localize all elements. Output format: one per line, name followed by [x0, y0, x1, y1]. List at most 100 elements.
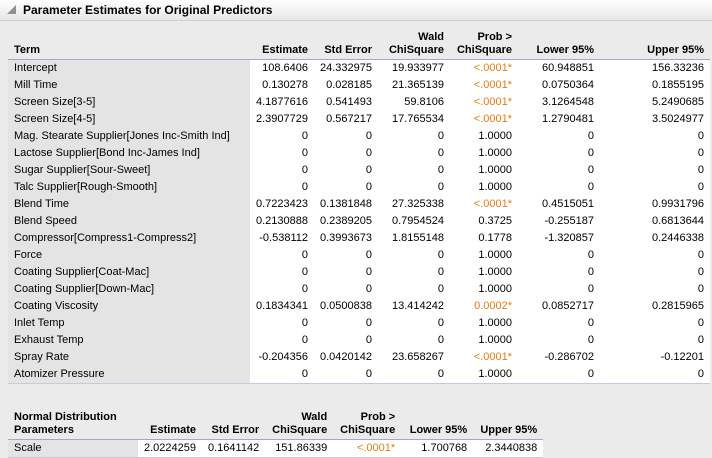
term-cell: Mag. Stearate Supplier[Jones Inc-Smith I… — [8, 128, 250, 145]
outline-header[interactable]: Parameter Estimates for Original Predict… — [0, 0, 712, 21]
wald-chisquare-cell: 17.765534 — [378, 111, 450, 128]
wald-chisquare-cell: 13.414242 — [378, 298, 450, 315]
report-title: Parameter Estimates for Original Predict… — [23, 3, 273, 17]
std-error-cell: 0 — [314, 332, 378, 349]
lower-95-cell: 1.700768 — [401, 439, 474, 458]
wald-chisquare-cell: 19.933977 — [378, 59, 450, 77]
term-cell: Sugar Supplier[Sour-Sweet] — [8, 162, 250, 179]
term-cell: Screen Size[3-5] — [8, 94, 250, 111]
table-row: Screen Size[3-5] 4.1877616 0.541493 59.8106… — [8, 94, 710, 111]
table-row: Compressor[Compress1-Compress2] -0.538112… — [8, 230, 710, 247]
table-row: Sugar Supplier[Sour-Sweet] 0 0 0 1.0000 0 0 — [8, 162, 710, 179]
estimate-cell: 0 — [250, 247, 314, 264]
wald-chisquare-cell: 0 — [378, 128, 450, 145]
upper-95-cell: 0 — [600, 128, 710, 145]
std-error-cell: 0 — [314, 366, 378, 384]
wald-chisquare-cell: 1.8155148 — [378, 230, 450, 247]
estimate-cell: -0.538112 — [250, 230, 314, 247]
term-cell: Coating Viscosity — [8, 298, 250, 315]
upper-95-cell: 0 — [600, 332, 710, 349]
table-row: Mag. Stearate Supplier[Jones Inc-Smith I… — [8, 128, 710, 145]
disclosure-triangle-icon[interactable] — [7, 5, 16, 14]
col-header-wald-line1: Wald — [301, 411, 328, 423]
estimate-cell: 4.1877616 — [250, 94, 314, 111]
lower-95-cell: -0.255187 — [518, 213, 600, 230]
estimate-cell: 0 — [250, 315, 314, 332]
lower-95-cell: 0 — [518, 162, 600, 179]
upper-95-cell: 0.9931796 — [600, 196, 710, 213]
upper-95-cell: 0 — [600, 315, 710, 332]
estimate-cell: 0 — [250, 145, 314, 162]
term-cell: Inlet Temp — [8, 315, 250, 332]
upper-95-cell: 0 — [600, 162, 710, 179]
term-cell: Screen Size[4-5] — [8, 111, 250, 128]
wald-chisquare-cell: 0 — [378, 332, 450, 349]
upper-95-cell: 156.33236 — [600, 59, 710, 77]
col-header-normal-distribution-parameters: Normal Distribution Parameters — [8, 410, 138, 440]
estimate-cell: 0 — [250, 332, 314, 349]
term-cell: Atomizer Pressure — [8, 366, 250, 384]
std-error-cell: 0.3993673 — [314, 230, 378, 247]
upper-95-cell: 2.3440838 — [473, 439, 544, 458]
std-error-cell: 0.028185 — [314, 77, 378, 94]
std-error-cell: 0 — [314, 179, 378, 196]
upper-95-cell: 0.1855195 — [600, 77, 710, 94]
table-row: Blend Time 0.7223423 0.1381848 27.325338 <.0… — [8, 196, 710, 213]
col-header-wald-chisquare: Wald ChiSquare — [378, 30, 450, 60]
std-error-cell: 0 — [314, 315, 378, 332]
lower-95-cell: 60.948851 — [518, 59, 600, 77]
upper-95-cell: 0 — [600, 145, 710, 162]
lower-95-cell: 0 — [518, 366, 600, 384]
prob-chisquare-cell: 1.0000 — [450, 281, 518, 298]
prob-chisquare-cell: <.0001* — [450, 111, 518, 128]
estimate-cell: 0.1834341 — [250, 298, 314, 315]
upper-95-cell: 3.5024977 — [600, 111, 710, 128]
upper-95-cell: 0.2815965 — [600, 298, 710, 315]
wald-chisquare-cell: 0.7954524 — [378, 213, 450, 230]
std-error-cell: 0.1381848 — [314, 196, 378, 213]
lower-95-cell: 0 — [518, 281, 600, 298]
std-error-cell: 0 — [314, 247, 378, 264]
prob-chisquare-cell: 0.0002* — [450, 298, 518, 315]
estimate-cell: 2.3907729 — [250, 111, 314, 128]
estimate-cell: 0 — [250, 179, 314, 196]
col-header-std-error: Std Error — [211, 424, 260, 436]
table-row: Screen Size[4-5] 2.3907729 0.567217 17.7655… — [8, 111, 710, 128]
table-row: Intercept 108.6406 24.332975 19.933977 <.000… — [8, 59, 710, 77]
lower-95-cell: 0 — [518, 179, 600, 196]
std-error-cell: 0 — [314, 145, 378, 162]
col-header-upper-95: Upper 95% — [647, 44, 704, 56]
col-header-wald-line1: Wald — [418, 31, 444, 43]
std-error-cell: 0.2389205 — [314, 213, 378, 230]
prob-chisquare-cell: 1.0000 — [450, 315, 518, 332]
estimate-cell: 0.7223423 — [250, 196, 314, 213]
std-error-cell: 0 — [314, 281, 378, 298]
table-row: Inlet Temp 0 0 0 1.0000 0 0 — [8, 315, 710, 332]
term-cell: Coating Supplier[Coat-Mac] — [8, 264, 250, 281]
wald-chisquare-cell: 0 — [378, 162, 450, 179]
lower-95-cell: -1.320857 — [518, 230, 600, 247]
upper-95-cell: 0 — [600, 281, 710, 298]
term-cell: Compressor[Compress1-Compress2] — [8, 230, 250, 247]
scale-table-body: Scale 2.0224259 0.1641142 151.86339 <.0001* 1… — [8, 439, 544, 458]
upper-95-cell: 0.2446338 — [600, 230, 710, 247]
upper-95-cell: 0 — [600, 264, 710, 281]
col-header-ndp-line2: Parameters — [14, 424, 74, 436]
estimate-cell: 0.2130888 — [250, 213, 314, 230]
std-error-cell: 0 — [314, 128, 378, 145]
upper-95-cell: 0 — [600, 247, 710, 264]
normal-distribution-table: Normal Distribution Parameters Estimate … — [8, 410, 544, 458]
table-row: Coating Supplier[Coat-Mac] 0 0 0 1.0000 0 0 — [8, 264, 710, 281]
term-cell: Coating Supplier[Down-Mac] — [8, 281, 250, 298]
header-row: Term Estimate Std Error Wald ChiSquare P… — [8, 30, 710, 60]
lower-95-cell: 0 — [518, 315, 600, 332]
col-header-prob-line2: ChiSquare — [340, 424, 396, 436]
lower-95-cell: 0.0852717 — [518, 298, 600, 315]
prob-chisquare-cell: 1.0000 — [450, 179, 518, 196]
term-cell: Blend Time — [8, 196, 250, 213]
std-error-cell: 0.541493 — [314, 94, 378, 111]
wald-chisquare-cell: 0 — [378, 281, 450, 298]
term-cell: Talc Supplier[Rough-Smooth] — [8, 179, 250, 196]
prob-chisquare-cell: 0.1778 — [450, 230, 518, 247]
col-header-wald-line2: ChiSquare — [388, 44, 444, 56]
